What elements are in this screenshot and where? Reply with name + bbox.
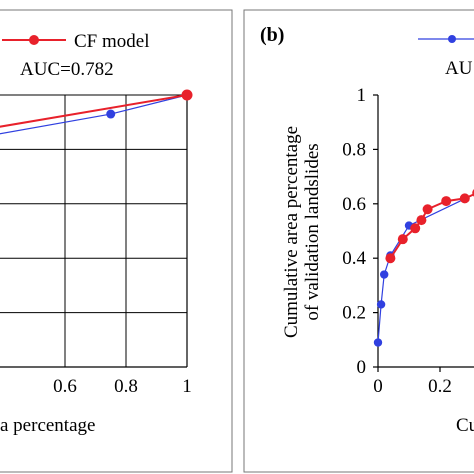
panel-b-x-axis-label: Cu [456,415,474,436]
panel-a-point-blue [106,109,116,119]
panel-b-series [373,189,474,347]
panel-b-y-tick-label: 1 [357,85,367,106]
panel-b-point-red [422,204,433,215]
panel-b-axes [377,95,474,368]
panel-a: 0.6 0.8 1 a percentage CF model AUC=0.782 [0,9,233,473]
legend-label-cf-model: CF model [74,31,149,52]
panel-b-point-blue [376,300,386,309]
panel-b-legend: AU [418,35,474,79]
panel-b-y-axis-label-line-2: of validation landslides [302,143,323,320]
panel-b-point-blue [373,338,383,347]
panel-b-point-red [441,196,452,207]
panel-b-point-blue [380,270,389,279]
panel-b-legend-marker [448,35,456,43]
panel-a-grid [0,94,188,368]
legend-auc-value: AUC=0.782 [20,59,114,80]
panel-b-point-red [397,234,408,245]
panel-b-border [243,9,474,473]
panel-b-x-tick-label: 0.2 [428,376,452,397]
panel-b-point-red [459,193,470,204]
panel-b-point-red [410,223,421,234]
panel-b: (b) AU 00.20.40.60.81 0 0.2 Cumulative ar… [243,9,474,473]
panel-a-x-tick-label: 1 [182,376,192,397]
panel-a-legend: CF model AUC=0.782 [2,31,149,80]
legend-marker-cf-model [29,35,39,45]
panel-b-y-tick-label: 0.2 [342,303,366,324]
panel-b-y-tick-label: 0 [357,357,367,378]
panel-b-y-tick-label: 0.6 [342,194,366,215]
panel-a-x-tick-label: 0.8 [114,376,138,397]
panel-a-x-ticks: 0.6 0.8 1 [53,376,192,397]
panel-a-point-cf-model [181,89,193,101]
panel-b-x-ticks: 0 0.2 [373,367,452,397]
panel-b-point-red [385,253,396,264]
panel-b-y-axis-label-line-1: Cumulative area percentage [281,126,302,338]
panel-b-y-tick-label: 0.4 [342,248,366,269]
panel-b-legend-auc-fragment: AU [445,58,473,79]
panel-b-label: (b) [260,24,284,46]
panel-b-y-ticks: 0 0.2 0.4 0.6 0.8 1 [342,85,378,378]
panel-a-border [0,9,233,473]
panel-a-series [0,89,193,135]
panel-b-point-red [416,215,427,226]
panel-a-series-line-cf-model [0,94,188,128]
panel-a-series-line-blue [0,94,188,135]
panel-b-x-tick-label: 0 [373,376,383,397]
panel-a-x-tick-label: 0.6 [53,376,77,397]
panel-a-x-axis-label: a percentage [0,415,95,436]
panel-b-y-tick-label: 0.8 [342,139,366,160]
